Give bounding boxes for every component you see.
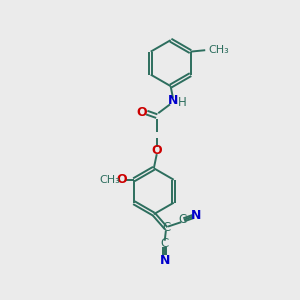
Text: CH₃: CH₃ <box>99 175 120 185</box>
Text: N: N <box>167 94 178 107</box>
Text: O: O <box>137 106 147 119</box>
Text: CH₃: CH₃ <box>208 45 229 55</box>
Text: N: N <box>191 209 202 222</box>
Text: H: H <box>178 96 187 109</box>
Text: O: O <box>117 173 128 186</box>
Text: O: O <box>152 144 162 157</box>
Text: C: C <box>178 213 187 226</box>
Text: N: N <box>160 254 170 267</box>
Text: C: C <box>160 237 169 250</box>
Text: C: C <box>162 221 170 234</box>
